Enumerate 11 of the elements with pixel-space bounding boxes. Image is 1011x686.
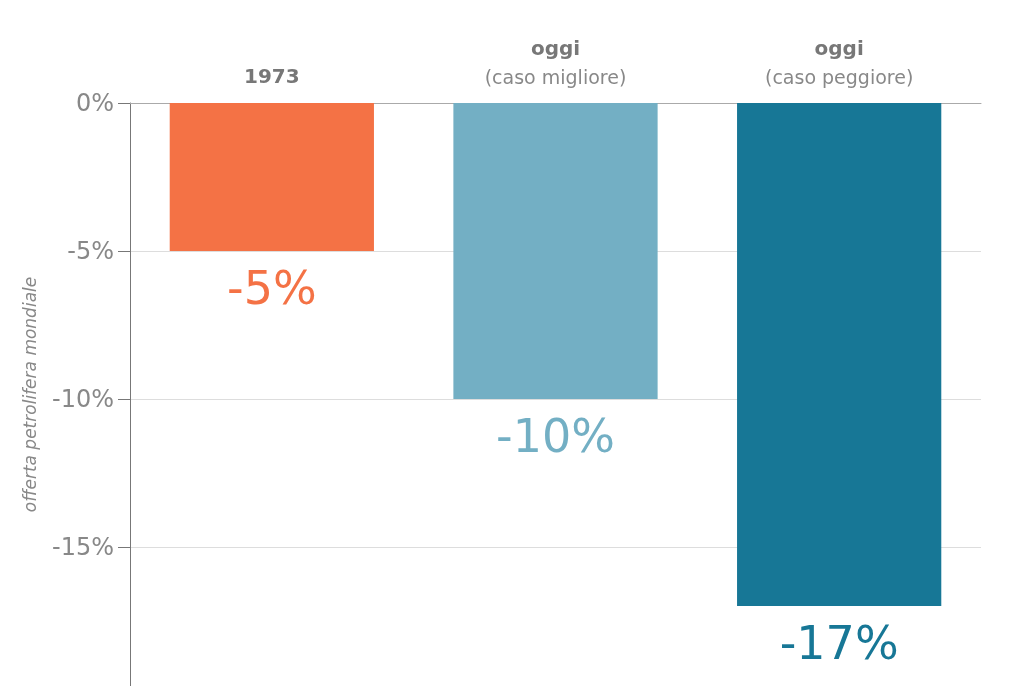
data-label: -17% — [779, 616, 899, 671]
x-tick-label: oggi (caso migliore) — [484, 36, 627, 88]
data-label: -10% — [496, 408, 615, 463]
x-tick-label: oggi (caso peggiore) — [764, 36, 914, 88]
y-tick-label: -10% — [51, 384, 114, 413]
x-tick-label: 1973 — [244, 64, 300, 88]
y-axis-title: offerta petrolifera mondiale — [19, 276, 40, 513]
y-tick-label: -15% — [51, 532, 114, 561]
y-tick-label: 0% — [75, 89, 114, 117]
y-tick-label: -5% — [67, 236, 114, 265]
data-label: -5% — [227, 260, 317, 315]
